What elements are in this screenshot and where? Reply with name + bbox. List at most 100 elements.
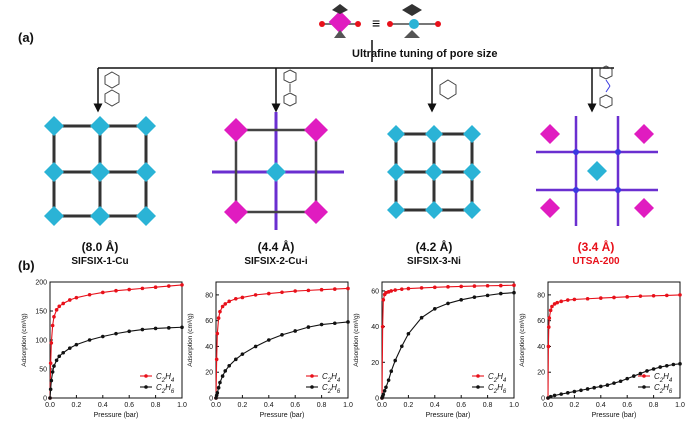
data-point xyxy=(386,378,391,382)
x-tick-label: 1.0 xyxy=(177,402,187,409)
data-point xyxy=(57,304,62,309)
data-point xyxy=(433,285,437,290)
x-tick-label: 0.4 xyxy=(596,402,606,409)
data-point xyxy=(651,293,656,298)
data-point xyxy=(153,285,158,290)
x-tick-label: 0.0 xyxy=(211,402,221,409)
azopyridine-icon xyxy=(599,65,613,109)
data-point xyxy=(227,299,231,304)
data-point xyxy=(632,374,636,378)
data-point xyxy=(220,374,225,378)
data-point xyxy=(218,309,222,314)
x-tick-label: 0.8 xyxy=(483,402,493,409)
data-point xyxy=(319,287,324,292)
data-point xyxy=(54,308,59,312)
data-point xyxy=(267,291,271,296)
molecule-right xyxy=(387,4,441,38)
data-point xyxy=(499,291,503,296)
data-point xyxy=(579,388,583,393)
data-point xyxy=(547,316,552,320)
data-point xyxy=(384,385,388,390)
data-point xyxy=(382,389,387,393)
data-point xyxy=(548,308,553,313)
data-point xyxy=(389,369,394,374)
data-point xyxy=(101,334,105,339)
y-tick-label: 40 xyxy=(371,324,379,331)
data-point xyxy=(406,286,411,291)
series-line-c2h4 xyxy=(215,287,349,399)
data-point xyxy=(167,284,171,288)
data-point xyxy=(223,369,228,373)
material-name: UTSA-200 xyxy=(572,256,620,267)
x-tick-label: 0.8 xyxy=(317,402,327,409)
y-tick-label: 40 xyxy=(537,344,545,351)
data-point xyxy=(140,286,145,291)
data-point xyxy=(605,383,610,387)
data-point xyxy=(280,333,284,337)
data-point xyxy=(293,289,297,293)
y-tick-label: 0 xyxy=(541,396,545,403)
data-point xyxy=(127,329,131,334)
material-name: SIFSIX-1-Cu xyxy=(71,256,129,267)
data-point xyxy=(50,323,55,328)
legend-entry: C2H6 xyxy=(488,383,507,395)
data-point xyxy=(52,364,56,368)
data-point xyxy=(101,290,105,295)
x-axis-label: Pressure (bar) xyxy=(426,412,471,419)
y-tick-label: 200 xyxy=(35,280,47,287)
data-point xyxy=(658,365,662,369)
data-point xyxy=(678,362,682,366)
data-point xyxy=(220,304,225,309)
x-tick-label: 0.4 xyxy=(264,402,274,409)
legend-marker xyxy=(476,374,480,378)
data-point xyxy=(223,302,228,306)
data-point xyxy=(48,396,52,400)
chart-utsa-200: 0.0 0.2 0.4 0.6 0.8 1.0 0 20 40 60 80 Pressure (bar… xyxy=(519,281,685,419)
data-point xyxy=(459,298,463,302)
x-tick-label: 0.6 xyxy=(622,402,632,409)
equiv-sign: ≡ xyxy=(372,15,380,31)
data-point xyxy=(218,380,222,385)
data-point xyxy=(74,295,79,300)
panel-b-label: (b) xyxy=(18,258,35,273)
y-tick-label: 60 xyxy=(537,318,545,325)
data-point xyxy=(552,393,557,398)
data-point xyxy=(393,288,397,292)
x-tick-label: 0.2 xyxy=(238,402,248,409)
data-point xyxy=(459,284,463,289)
data-point xyxy=(433,306,437,311)
data-point xyxy=(446,285,450,289)
arrow-tree xyxy=(93,40,614,113)
framework-sifsix-1-cu xyxy=(44,116,156,226)
data-point xyxy=(400,344,404,349)
y-tick-label: 80 xyxy=(537,292,545,299)
data-point xyxy=(400,287,404,291)
data-point xyxy=(49,378,54,383)
x-tick-label: 0.8 xyxy=(649,402,659,409)
data-point xyxy=(559,392,563,396)
x-tick-label: 0.4 xyxy=(430,402,440,409)
data-point xyxy=(546,325,551,329)
data-point xyxy=(389,289,394,293)
data-point xyxy=(472,284,477,288)
data-point xyxy=(333,287,337,291)
data-point xyxy=(280,290,284,295)
data-point xyxy=(645,369,649,373)
data-point xyxy=(665,293,669,298)
chart-sifsix-3-ni: 0.0 0.2 0.4 0.6 0.8 1.0 0 20 40 60 Pressure (bar) A… xyxy=(353,281,519,419)
material-name: SIFSIX-2-Cu-i xyxy=(244,256,308,267)
data-point xyxy=(419,315,424,320)
x-tick-label: 0.0 xyxy=(45,402,55,409)
data-point xyxy=(253,344,258,349)
x-tick-label: 1.0 xyxy=(343,402,353,409)
y-axis-label: Adsorption (cm³/g) xyxy=(187,313,194,366)
data-point xyxy=(599,296,603,300)
y-tick-label: 0 xyxy=(43,396,47,403)
plot-frame xyxy=(215,281,349,399)
data-point xyxy=(665,363,669,368)
y-tick-label: 60 xyxy=(371,288,379,295)
data-point xyxy=(114,331,118,336)
data-point xyxy=(548,394,553,399)
y-tick-label: 150 xyxy=(35,309,47,316)
data-point xyxy=(499,283,503,288)
